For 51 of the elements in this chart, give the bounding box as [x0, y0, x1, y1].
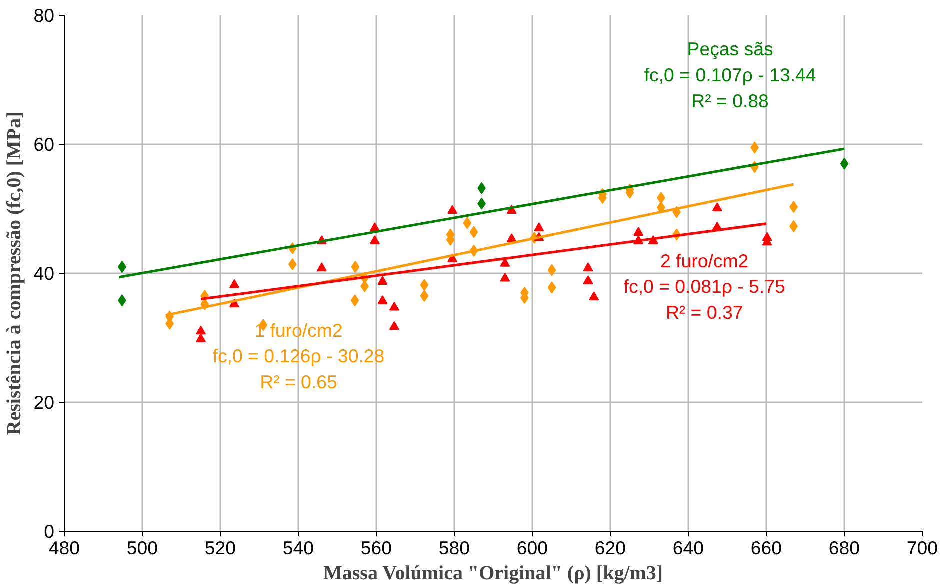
x-tick-label: 500: [126, 538, 158, 558]
point: [389, 321, 400, 330]
x-tick-label: 640: [672, 538, 704, 558]
x-tick-label: 560: [360, 538, 392, 558]
point: [840, 158, 849, 170]
x-tick-label: 620: [594, 538, 626, 558]
point: [351, 261, 360, 274]
annotation: fc,0 = 0.107ρ - 13.44 R² = 0.88: [644, 64, 816, 112]
point: [583, 276, 594, 284]
point: [463, 217, 472, 230]
x-tick-label: 600: [516, 538, 548, 558]
point: [500, 258, 510, 267]
text: Peças sãs: [687, 38, 774, 60]
point: [420, 279, 429, 292]
point: [316, 262, 327, 272]
annotation: fc,0 = 0.126ρ - 30.28 R² = 0.65: [212, 346, 385, 393]
series-label: 2 furo/cm2: [660, 250, 749, 272]
x-tick-label: 680: [828, 538, 860, 558]
point: [288, 258, 297, 270]
x-tick-label: 660: [750, 538, 782, 558]
point: [370, 236, 380, 244]
y-axis-title: Resistência à compressão (fc,0) [MPa]: [4, 112, 26, 436]
point: [500, 272, 510, 282]
point: [230, 279, 240, 288]
point: [448, 205, 458, 214]
point: [350, 294, 360, 307]
point: [506, 234, 517, 242]
annotation: fc,0 = 0.081ρ - 5.75 R² = 0.37: [624, 276, 786, 323]
point: [196, 326, 206, 335]
point: [378, 276, 388, 285]
point: [470, 226, 478, 238]
point: [534, 222, 544, 232]
point: [583, 262, 594, 272]
x-tick-label: 700: [906, 538, 938, 558]
y-tick-label: 40: [34, 263, 55, 284]
x-tick-label: 580: [438, 538, 470, 558]
point: [548, 264, 556, 276]
x-tick-label: 520: [204, 538, 236, 558]
point: [548, 282, 556, 294]
point: [634, 227, 644, 236]
point: [196, 334, 206, 342]
point: [378, 296, 388, 304]
point: [712, 202, 722, 212]
x-tick-label: 540: [282, 538, 314, 558]
point: [420, 290, 429, 302]
y-tick-label: 60: [34, 134, 55, 155]
point: [589, 292, 600, 300]
y-tick-label: 20: [34, 392, 55, 413]
point: [389, 302, 400, 311]
x-axis-title: Massa Volúmica "Original" (ρ) [kg/m3]: [324, 562, 664, 584]
y-tick-label: 80: [34, 5, 55, 26]
